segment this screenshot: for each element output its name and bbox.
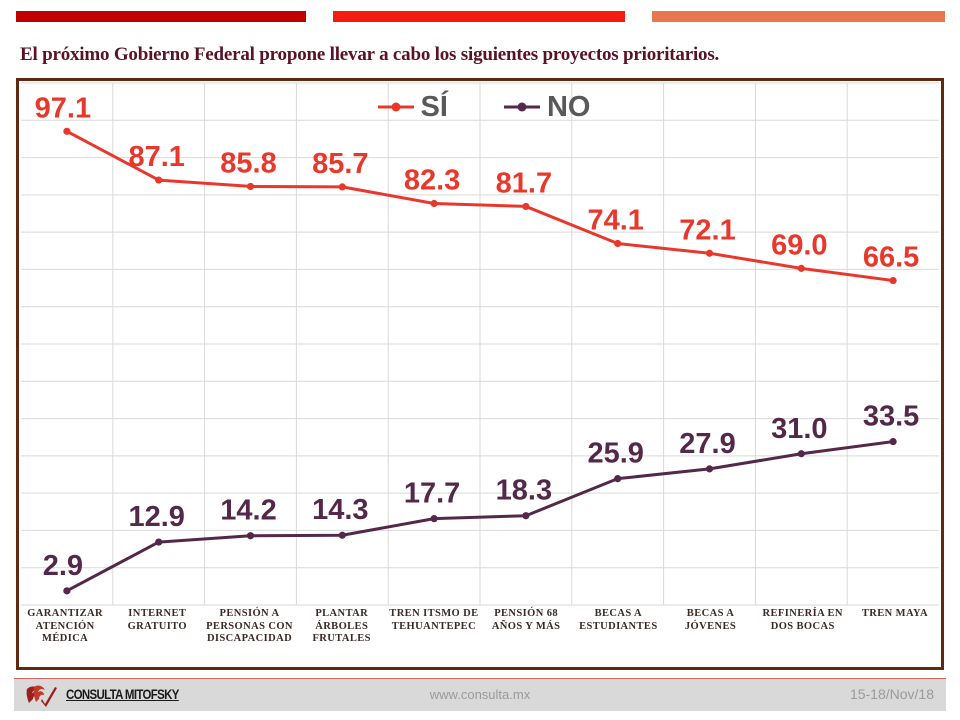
data-point[interactable] [522, 202, 530, 211]
x-axis-labels: GARANTIZAR ATENCIÓN MÉDICA INTERNET GRATU… [19, 605, 941, 667]
data-label: 33.5 [863, 401, 919, 433]
data-label: 14.2 [220, 495, 276, 527]
x-axis-label: PENSIÓN 68 AÑOS Y MÁS [491, 608, 561, 632]
data-point[interactable] [705, 465, 714, 473]
chart-series-no [63, 437, 897, 595]
data-point[interactable] [614, 475, 622, 483]
data-point[interactable] [430, 199, 438, 208]
data-point[interactable] [63, 587, 71, 595]
footer-date: 15-18/Nov/18 [849, 686, 934, 702]
data-point[interactable] [63, 127, 71, 135]
data-label: 72.1 [679, 214, 735, 246]
footer-divider [14, 678, 946, 679]
page-title: El próximo Gobierno Federal propone llev… [20, 44, 720, 65]
data-point[interactable] [522, 512, 530, 520]
mitofsky-checkmark-logo-icon [26, 685, 57, 707]
data-point[interactable] [889, 276, 897, 285]
data-label: 97.1 [35, 92, 91, 124]
data-label: 85.7 [312, 148, 368, 180]
data-label: 25.9 [587, 438, 643, 470]
data-label: 31.0 [771, 413, 827, 445]
chart-data-labels-no: 2.9 12.9 14.2 14.3 17.7 18.3 25.9 27.9 31.0 33.5 [43, 401, 920, 582]
data-label: 2.9 [43, 550, 83, 582]
footer-brand: CONSULTA MITOFSKY [66, 686, 179, 702]
chart-data-labels-si: 97.1 87.1 85.8 85.7 82.3 81.7 74.1 72.1 69.0 66.5 [35, 92, 920, 273]
legend-marker-si-icon [377, 102, 414, 112]
top-bar-dark-red [16, 11, 306, 22]
data-point[interactable] [155, 176, 163, 184]
x-axis-label: PLANTAR ÁRBOLES FRUTALES [312, 608, 371, 644]
data-label: 66.5 [863, 242, 919, 274]
data-label: 27.9 [679, 428, 735, 460]
x-axis-label: GARANTIZAR ATENCIÓN MÉDICA [27, 608, 103, 644]
data-point[interactable] [705, 249, 714, 257]
footer-bar: CONSULTA MITOFSKY www.consulta.mx 15-18/… [14, 679, 946, 711]
line-chart: 97.1 87.1 85.8 85.7 82.3 81.7 74.1 72.1 69.0 66.5… [21, 82, 939, 606]
x-axis-label: REFINERÍA EN DOS BOCAS [762, 608, 843, 632]
data-point[interactable] [889, 437, 897, 446]
x-axis-label: BECAS A JÓVENES [684, 608, 737, 632]
legend-item-si[interactable]: SÍ [376, 90, 448, 123]
data-label: 14.3 [312, 494, 368, 526]
data-label: 17.7 [404, 478, 460, 510]
legend-label-no: NO [546, 90, 591, 123]
data-point[interactable] [246, 182, 255, 191]
data-label: 12.9 [128, 501, 184, 533]
data-label: 82.3 [404, 164, 460, 196]
data-point[interactable] [338, 531, 346, 539]
chart-container: 97.1 87.1 85.8 85.7 82.3 81.7 74.1 72.1 69.0 66.5… [16, 78, 944, 670]
data-point[interactable] [614, 239, 622, 248]
x-axis-label: BECAS A ESTUDIANTES [579, 608, 658, 632]
legend-item-no[interactable]: NO [502, 90, 591, 123]
data-label: 85.8 [220, 147, 276, 179]
top-decorative-bars [0, 0, 960, 30]
x-axis-label: TREN ITSMO DE TEHUANTEPEC [389, 608, 479, 632]
data-label: 87.1 [128, 141, 184, 173]
data-point[interactable] [797, 450, 805, 458]
x-axis-label: PENSIÓN A PERSONAS CON DISCAPACIDAD [206, 608, 293, 644]
chart-gridlines [21, 82, 939, 606]
data-label: 81.7 [496, 167, 552, 199]
chart-series-si [63, 127, 897, 285]
data-label: 69.0 [771, 229, 827, 261]
data-label: 74.1 [587, 205, 643, 237]
legend-marker-no-icon [503, 102, 540, 112]
top-bar-red [333, 11, 625, 22]
data-label: 18.3 [496, 475, 552, 507]
x-axis-label: INTERNET GRATUITO [127, 608, 188, 632]
data-point[interactable] [155, 538, 163, 546]
footer-url[interactable]: www.consulta.mx [429, 687, 531, 702]
data-point[interactable] [430, 515, 438, 523]
legend-label-si: SÍ [420, 90, 448, 123]
x-axis-label: TREN MAYA [861, 608, 928, 619]
top-bar-salmon [652, 11, 945, 22]
data-point[interactable] [797, 264, 805, 272]
data-point[interactable] [338, 183, 346, 191]
chart-legend: SÍ NO [19, 87, 947, 127]
data-point[interactable] [246, 532, 255, 540]
